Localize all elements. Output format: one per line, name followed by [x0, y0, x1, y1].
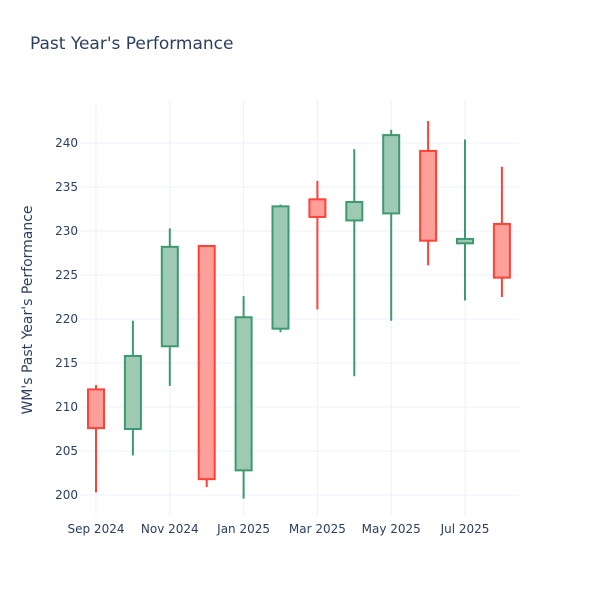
candle-2025-01: [234, 296, 253, 499]
candle-2024-10: [123, 320, 142, 456]
candle-body: [382, 134, 401, 215]
candles: [87, 121, 511, 499]
candle-body: [87, 388, 105, 430]
y-tick-label: 210: [55, 400, 78, 414]
y-axis-label: WM's Past Year's Performance: [20, 205, 36, 414]
y-tick-label: 220: [55, 312, 78, 326]
candle-body: [160, 245, 179, 348]
candle-body: [123, 354, 142, 430]
x-tick-label: Jan 2025: [216, 522, 270, 536]
candle-body: [492, 222, 511, 279]
candle-2024-09: [87, 385, 105, 493]
candle-2025-08: [492, 166, 511, 297]
candle-2025-07: [456, 139, 474, 301]
gridlines: [78, 100, 520, 515]
candle-body: [308, 198, 327, 218]
candle-2025-02: [271, 204, 290, 333]
candle-body: [345, 200, 364, 222]
y-tick-label: 200: [55, 488, 78, 502]
chart-title: Past Year's Performance: [30, 34, 234, 54]
y-tick-label: 225: [55, 268, 78, 282]
candle-body: [197, 244, 216, 481]
x-tick-label: Jul 2025: [440, 522, 490, 536]
candle-2025-03: [308, 180, 327, 310]
candle-body: [271, 205, 290, 330]
candle-2024-12: [197, 244, 216, 488]
candle-body: [456, 237, 474, 245]
axes: 200 205 210 215 220 225 230 235 240 Sep 2024 Nov 2…: [55, 136, 489, 536]
candle-2025-06: [419, 121, 438, 266]
candle-2025-04: [345, 149, 364, 377]
y-tick-label: 205: [55, 444, 78, 458]
y-tick-label: 240: [55, 136, 78, 150]
x-tick-label: Mar 2025: [289, 522, 346, 536]
x-tick-label: May 2025: [362, 522, 421, 536]
y-tick-label: 235: [55, 180, 78, 194]
y-tick-label: 230: [55, 224, 78, 238]
candle-body: [234, 316, 253, 472]
candle-body: [419, 149, 438, 242]
y-tick-label: 215: [55, 356, 78, 370]
x-tick-label: Sep 2024: [68, 522, 125, 536]
candle-2024-11: [160, 228, 179, 386]
x-tick-label: Nov 2024: [141, 522, 199, 536]
candle-2025-05: [382, 129, 401, 321]
